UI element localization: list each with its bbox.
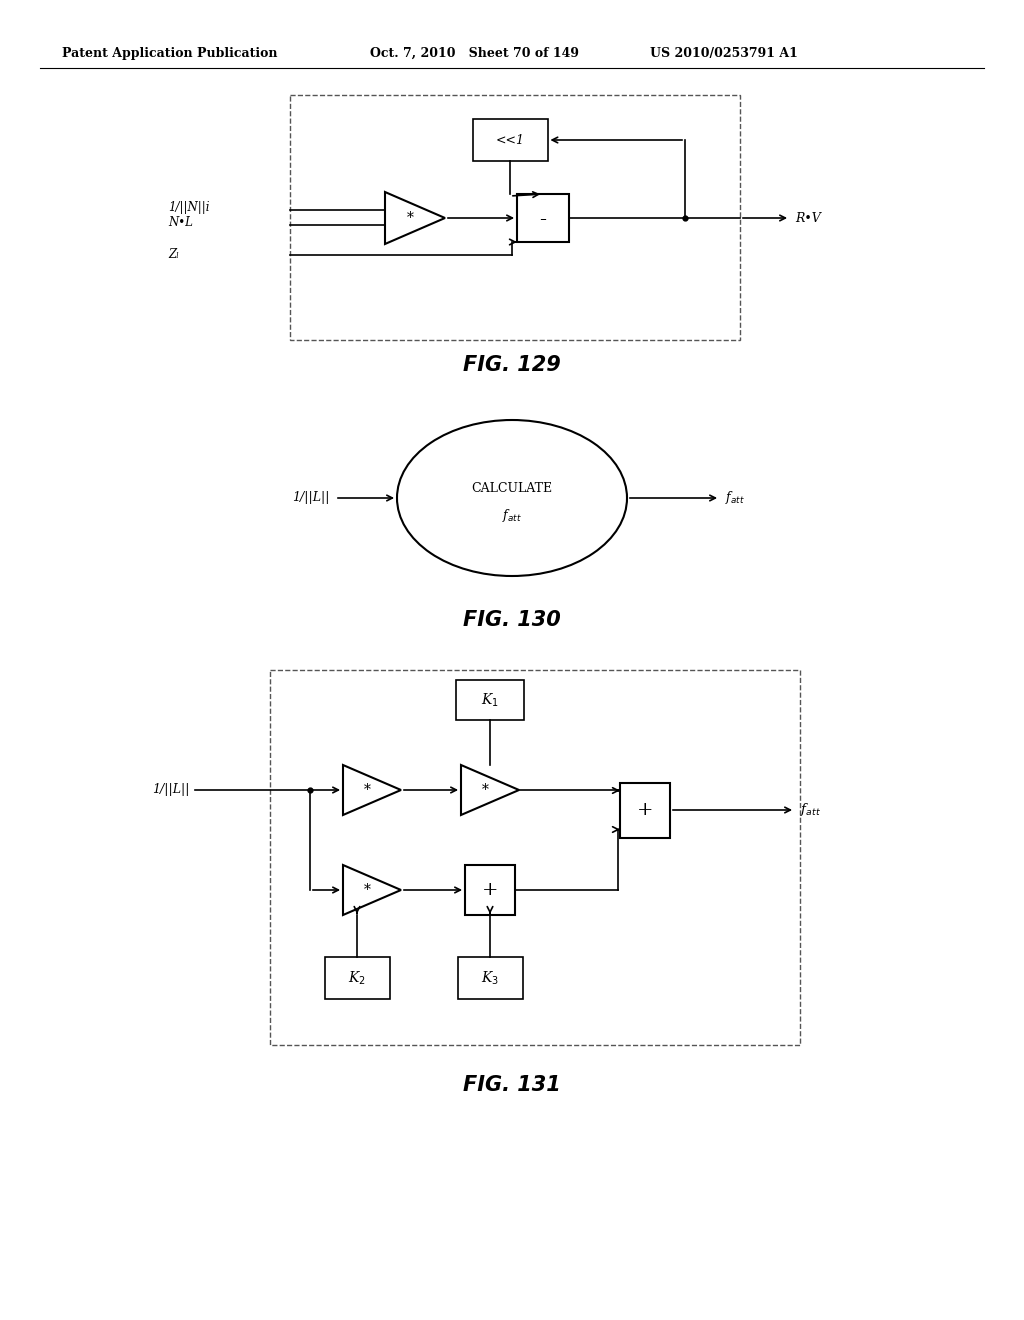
- Text: f$_{att}$: f$_{att}$: [725, 490, 745, 507]
- Bar: [465, 865, 515, 915]
- Text: K$_2$: K$_2$: [348, 969, 366, 987]
- Bar: [458, 957, 522, 999]
- Text: K$_3$: K$_3$: [481, 969, 499, 987]
- Polygon shape: [385, 191, 445, 244]
- Text: Patent Application Publication: Patent Application Publication: [62, 46, 278, 59]
- Bar: [456, 680, 524, 719]
- Text: *: *: [364, 883, 371, 898]
- Text: +: +: [637, 801, 653, 818]
- Text: +: +: [481, 880, 499, 899]
- Text: FIG. 129: FIG. 129: [463, 355, 561, 375]
- Bar: [472, 119, 548, 161]
- Bar: [620, 783, 670, 837]
- Text: K$_1$: K$_1$: [481, 692, 499, 709]
- Polygon shape: [343, 865, 401, 915]
- Bar: [290, 95, 740, 341]
- Text: R•V: R•V: [795, 211, 821, 224]
- Text: Oct. 7, 2010   Sheet 70 of 149: Oct. 7, 2010 Sheet 70 of 149: [370, 46, 579, 59]
- Text: 1/||L||: 1/||L||: [152, 784, 189, 796]
- Text: <<1: <<1: [496, 133, 524, 147]
- Bar: [270, 671, 800, 1045]
- Text: f$_{att}$: f$_{att}$: [502, 507, 522, 524]
- Polygon shape: [343, 766, 401, 814]
- Text: FIG. 131: FIG. 131: [463, 1074, 561, 1096]
- Bar: [517, 194, 569, 242]
- Bar: [325, 957, 389, 999]
- Text: N•L: N•L: [168, 215, 193, 228]
- Text: -: -: [540, 210, 547, 230]
- Ellipse shape: [397, 420, 627, 576]
- Polygon shape: [461, 766, 519, 814]
- Text: *: *: [407, 211, 414, 224]
- Text: FIG. 130: FIG. 130: [463, 610, 561, 630]
- Text: f$_{att}$: f$_{att}$: [800, 801, 821, 818]
- Text: US 2010/0253791 A1: US 2010/0253791 A1: [650, 46, 798, 59]
- Text: 1/||L||: 1/||L||: [293, 491, 330, 504]
- Text: 1/||N||i: 1/||N||i: [168, 202, 210, 214]
- Text: CALCULATE: CALCULATE: [471, 482, 553, 495]
- Text: *: *: [481, 783, 488, 797]
- Text: *: *: [364, 783, 371, 797]
- Text: Zₗ: Zₗ: [168, 248, 179, 261]
